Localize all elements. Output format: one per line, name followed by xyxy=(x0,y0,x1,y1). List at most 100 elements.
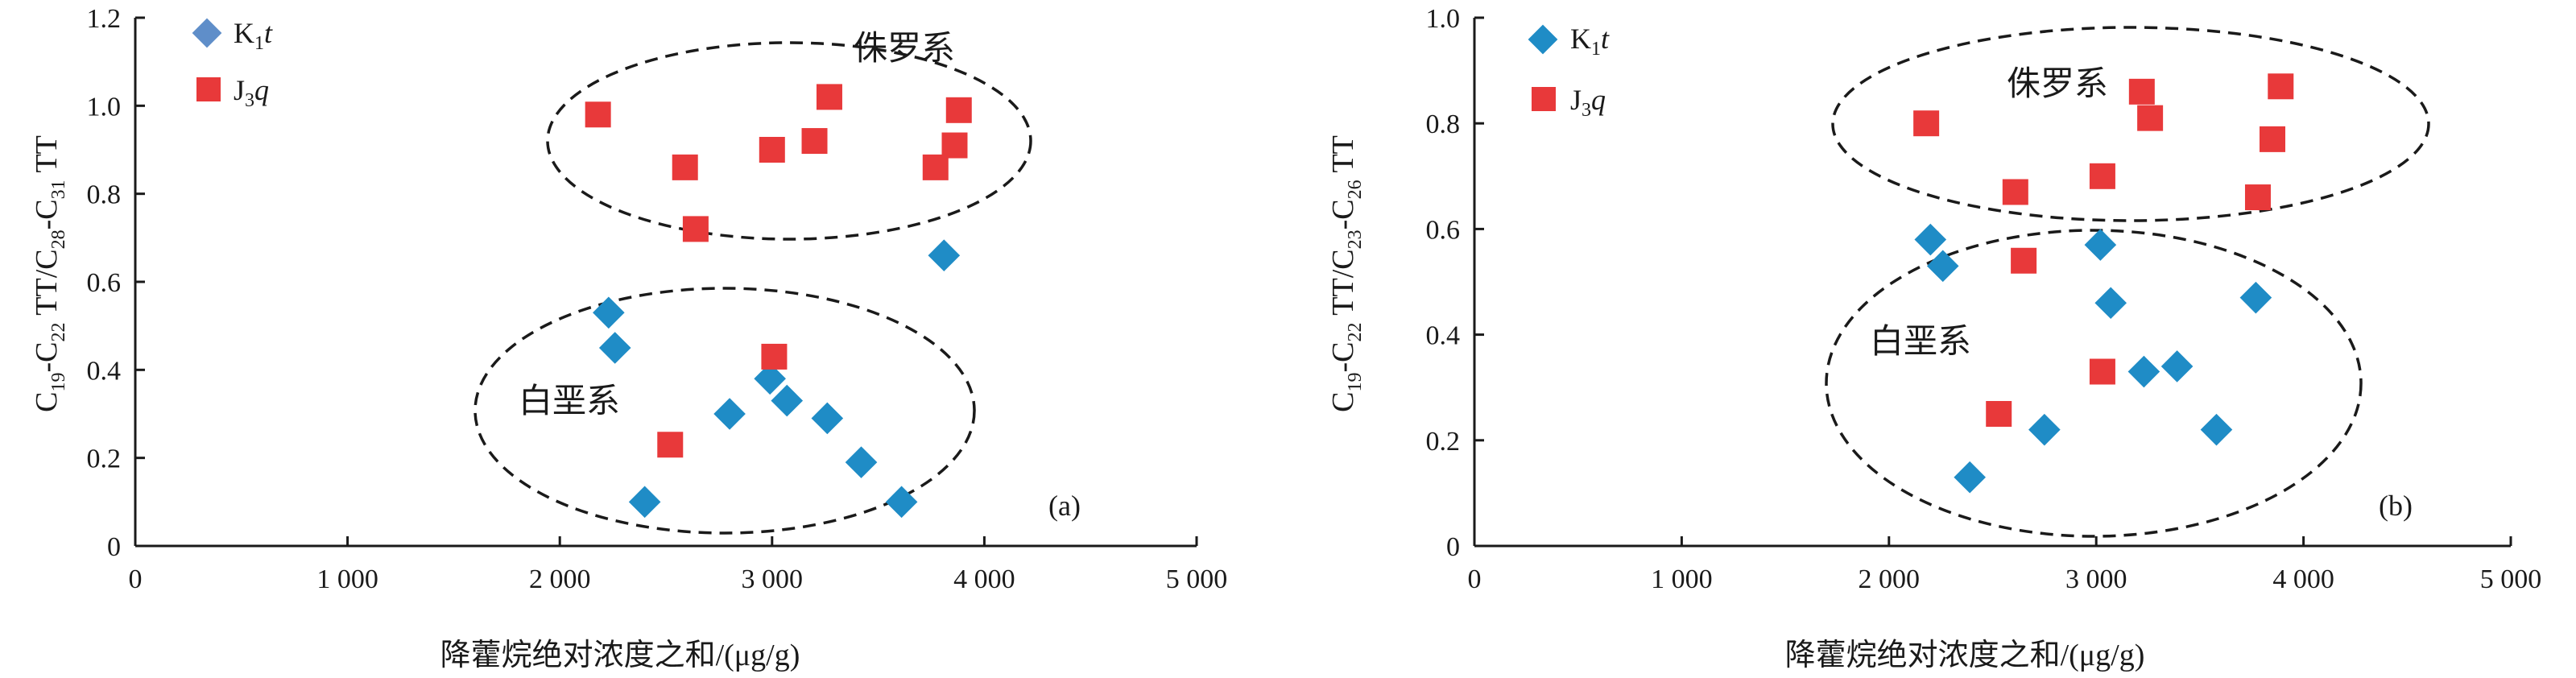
points-b xyxy=(1913,73,2294,494)
j3q-data-point xyxy=(682,216,709,242)
x-tick-label: 2 000 xyxy=(529,564,591,594)
j3q-data-point xyxy=(2244,184,2271,211)
k1t-data-point xyxy=(1914,223,1947,256)
y-axis-title-a: C19-C22 TT/C28-C31 TT xyxy=(30,135,69,412)
k1t-data-point xyxy=(811,402,844,435)
y-tick-label: 1.0 xyxy=(1426,4,1461,34)
y-tick-label: 1.2 xyxy=(87,4,122,34)
x-axis-title-a: 降藿烷绝对浓度之和/(μg/g) xyxy=(440,639,800,672)
j3q-data-point xyxy=(585,101,611,128)
legend-j3q-label-b: J3q xyxy=(1570,84,1606,121)
y-tick-label: 0.4 xyxy=(1426,321,1461,351)
legend-a: K1t J3q xyxy=(192,17,273,111)
j3q-data-point xyxy=(761,343,788,370)
annotation-jurassic-a: 侏罗系 xyxy=(854,28,955,68)
x-tick-label: 4 000 xyxy=(953,564,1015,594)
k1t-data-point xyxy=(1926,250,1959,283)
k1t-data-point xyxy=(845,446,878,478)
x-tick-label: 0 xyxy=(1468,564,1482,594)
cretaceous-group-ellipse-a xyxy=(473,287,976,535)
x-tick-label: 0 xyxy=(129,564,143,594)
j3q-data-point xyxy=(2089,163,2115,189)
x-tick-label: 5 000 xyxy=(2480,564,2542,594)
k1t-data-point xyxy=(2028,413,2061,446)
k1t-data-point xyxy=(2094,287,2127,320)
k1t-data-point xyxy=(754,362,786,395)
chart-panel-a: 0 1 000 2 000 3 000 4 000 5 000 0 0.2 0.4 0.6 0.8… xyxy=(30,4,1227,672)
j3q-data-point xyxy=(2089,358,2115,385)
k1t-data-point xyxy=(1954,461,1986,494)
panel-label-b: (b) xyxy=(2379,490,2413,522)
k1t-data-point xyxy=(593,296,625,329)
j3q-data-point xyxy=(801,128,828,155)
j3q-data-point xyxy=(759,137,785,163)
y-tick-label: 0.2 xyxy=(1426,427,1461,457)
j3q-data-point xyxy=(657,432,684,458)
x-tick-label: 4 000 xyxy=(2272,564,2334,594)
legend-j3q-square-icon-a xyxy=(196,77,221,101)
k1t-data-point xyxy=(598,332,631,364)
j3q-data-point xyxy=(922,154,949,180)
y-axis-ticks-b: 0 0.2 0.4 0.6 0.8 1.0 xyxy=(1426,4,1484,562)
x-tick-label: 3 000 xyxy=(2065,564,2127,594)
y-axis-ticks-a: 0 0.2 0.4 0.6 0.8 1.0 1.2 xyxy=(87,4,145,562)
annotation-cretaceous-b: 白垩系 xyxy=(1870,321,1971,361)
legend-k1t-diamond-icon-a xyxy=(192,18,222,48)
y-tick-label: 0.4 xyxy=(87,356,122,386)
x-axis-ticks-a: 0 1 000 2 000 3 000 4 000 5 000 xyxy=(129,536,1228,594)
x-tick-label: 3 000 xyxy=(742,564,804,594)
y-axis-title-b: C19-C22 TT/C23-C26 TT xyxy=(1326,135,1366,412)
jurassic-group-ellipse-a xyxy=(546,41,1032,241)
legend-k1t-label-b: K1t xyxy=(1570,23,1610,60)
x-tick-label: 5 000 xyxy=(1166,564,1228,594)
panel-label-a: (a) xyxy=(1048,490,1081,522)
y-tick-label: 0.6 xyxy=(1426,215,1461,245)
k1t-data-point xyxy=(771,384,804,417)
chart-panel-b: 0 1 000 2 000 3 000 4 000 5 000 0 0.2 0.4 0.6 0.8… xyxy=(1326,4,2541,672)
j3q-data-point xyxy=(2011,247,2037,274)
j3q-data-point xyxy=(2137,105,2164,131)
j3q-data-point xyxy=(941,132,968,159)
annotation-jurassic-b: 侏罗系 xyxy=(2007,64,2108,103)
k1t-data-point xyxy=(713,398,746,430)
y-tick-label: 0.8 xyxy=(87,180,122,210)
y-tick-label: 0.8 xyxy=(1426,110,1461,139)
j3q-data-point xyxy=(2002,179,2028,205)
x-axis-title-b: 降藿烷绝对浓度之和/(μg/g) xyxy=(1785,639,2145,672)
y-tick-label: 0.2 xyxy=(87,444,122,474)
k1t-data-point xyxy=(2200,413,2233,446)
jurassic-group-ellipse-b xyxy=(1831,26,2430,222)
j3q-data-point xyxy=(1913,110,1940,137)
cretaceous-group-ellipse-b xyxy=(1825,229,2363,538)
x-axis-ticks-b: 0 1 000 2 000 3 000 4 000 5 000 xyxy=(1468,536,2542,594)
j3q-data-point xyxy=(2259,126,2285,152)
y-tick-label: 0 xyxy=(107,532,121,562)
y-tick-label: 0 xyxy=(1446,532,1460,562)
k1t-data-point xyxy=(628,486,661,519)
j3q-data-point xyxy=(1986,401,2012,427)
j3q-data-point xyxy=(672,154,698,180)
j3q-data-point xyxy=(816,84,842,110)
legend-k1t-diamond-icon-b xyxy=(1528,24,1558,55)
k1t-data-point xyxy=(2239,281,2272,314)
annotation-cretaceous-a: 白垩系 xyxy=(519,381,620,420)
x-tick-label: 2 000 xyxy=(1859,564,1921,594)
j3q-data-point xyxy=(2128,78,2155,105)
legend-j3q-label-a: J3q xyxy=(234,74,269,111)
k1t-data-point xyxy=(885,486,918,519)
legend-j3q-square-icon-b xyxy=(1532,87,1556,111)
legend-b: K1t J3q xyxy=(1528,23,1610,121)
x-tick-label: 1 000 xyxy=(1651,564,1713,594)
y-tick-label: 0.6 xyxy=(87,268,122,298)
k1t-data-point xyxy=(2084,229,2117,261)
k1t-data-point xyxy=(928,239,961,271)
legend-k1t-label-a: K1t xyxy=(234,17,273,54)
k1t-data-point xyxy=(2160,350,2194,382)
j3q-data-point xyxy=(945,97,972,123)
k1t-data-point xyxy=(2127,355,2160,388)
y-tick-label: 1.0 xyxy=(87,92,122,122)
points-a xyxy=(585,84,972,519)
j3q-data-point xyxy=(2268,73,2294,100)
x-tick-label: 1 000 xyxy=(316,564,378,594)
